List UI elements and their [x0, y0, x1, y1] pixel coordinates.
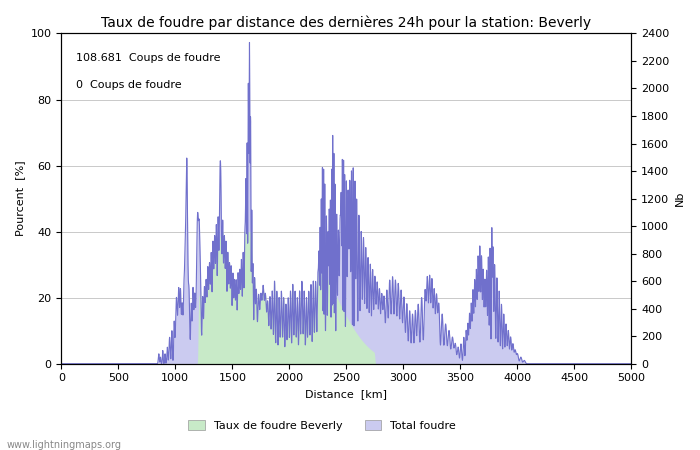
Legend: Taux de foudre Beverly, Total foudre: Taux de foudre Beverly, Total foudre: [183, 416, 461, 436]
Text: 108.681  Coups de foudre: 108.681 Coups de foudre: [76, 53, 220, 63]
Text: www.lightningmaps.org: www.lightningmaps.org: [7, 440, 122, 450]
Text: 0  Coups de foudre: 0 Coups de foudre: [76, 80, 181, 90]
Y-axis label: Nb: Nb: [675, 191, 685, 206]
X-axis label: Distance  [km]: Distance [km]: [305, 389, 387, 399]
Title: Taux de foudre par distance des dernières 24h pour la station: Beverly: Taux de foudre par distance des dernière…: [102, 15, 592, 30]
Y-axis label: Pourcent  [%]: Pourcent [%]: [15, 161, 25, 236]
